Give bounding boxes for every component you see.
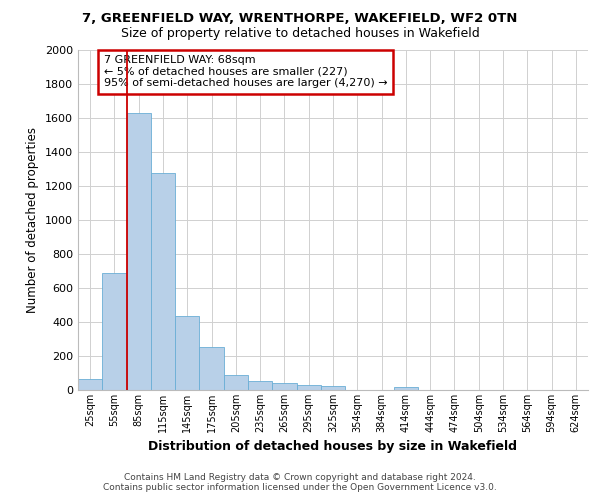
Bar	[272, 383, 296, 390]
Text: 7, GREENFIELD WAY, WRENTHORPE, WAKEFIELD, WF2 0TN: 7, GREENFIELD WAY, WRENTHORPE, WAKEFIELD…	[82, 12, 518, 26]
Bar	[151, 174, 175, 390]
Bar	[78, 379, 102, 390]
Bar	[296, 385, 321, 390]
Bar	[224, 374, 248, 390]
Bar	[321, 386, 345, 390]
Y-axis label: Number of detached properties: Number of detached properties	[26, 127, 40, 313]
Text: Contains HM Land Registry data © Crown copyright and database right 2024.
Contai: Contains HM Land Registry data © Crown c…	[103, 473, 497, 492]
Bar	[248, 380, 272, 390]
Bar	[199, 346, 224, 390]
X-axis label: Distribution of detached houses by size in Wakefield: Distribution of detached houses by size …	[149, 440, 517, 454]
Bar	[175, 316, 199, 390]
Bar	[394, 387, 418, 390]
Text: Size of property relative to detached houses in Wakefield: Size of property relative to detached ho…	[121, 28, 479, 40]
Text: 7 GREENFIELD WAY: 68sqm
← 5% of detached houses are smaller (227)
95% of semi-de: 7 GREENFIELD WAY: 68sqm ← 5% of detached…	[104, 55, 387, 88]
Bar	[127, 113, 151, 390]
Bar	[102, 272, 127, 390]
